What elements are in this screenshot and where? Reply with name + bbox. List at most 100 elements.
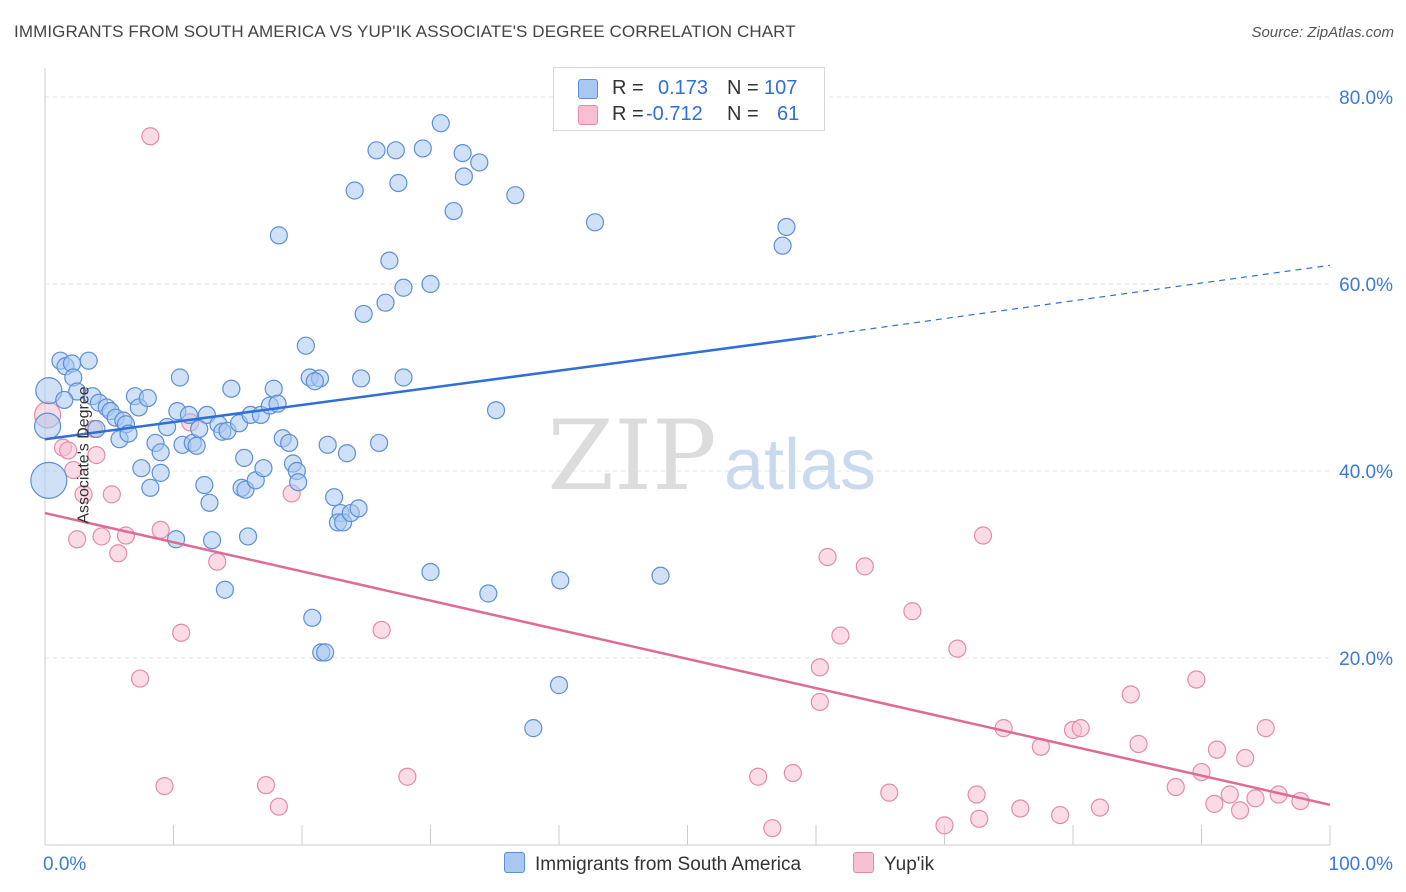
legend-n-label: N = xyxy=(727,77,759,99)
bottom-legend-swatch-blue xyxy=(504,852,525,873)
south-america-point xyxy=(454,167,474,186)
south-america-point xyxy=(316,643,335,662)
x-tick-label: 100.0% xyxy=(1329,854,1394,875)
south-america-point xyxy=(35,376,63,405)
south-america-point xyxy=(187,436,206,455)
south-america-point xyxy=(55,390,74,410)
south-america-point xyxy=(524,719,543,738)
south-america-point xyxy=(585,213,605,232)
stats-legend: R = 0.173 N = 107 R = -0.712 N = 61 xyxy=(553,67,825,131)
yupik-point xyxy=(1071,719,1090,738)
south-america-trend-line xyxy=(44,335,817,441)
south-america-point xyxy=(264,379,283,398)
yupik-point xyxy=(1205,794,1224,813)
yupik-point xyxy=(59,441,78,460)
south-america-point xyxy=(79,351,98,370)
south-america-point xyxy=(190,419,209,439)
south-america-point xyxy=(376,293,395,312)
south-america-point xyxy=(470,153,489,172)
yupik-point xyxy=(749,767,768,786)
yupik-point xyxy=(1246,789,1265,808)
south-america-point xyxy=(200,493,219,512)
yupik-point xyxy=(87,446,106,465)
y-tick-label: 80.0% xyxy=(1339,88,1393,109)
south-america-point xyxy=(254,459,273,478)
yupik-point xyxy=(1256,719,1275,738)
bottom-legend-swatch-pink xyxy=(853,852,874,873)
south-america-point xyxy=(349,499,368,518)
south-america-point xyxy=(289,473,308,492)
yupik-point xyxy=(783,763,802,783)
yupik-point xyxy=(967,785,986,804)
bottom-legend-south-america: Immigrants from South America xyxy=(504,852,801,876)
yupik-point xyxy=(903,602,922,621)
south-america-point xyxy=(195,475,214,495)
bottom-legend-yupik: Yup'ik xyxy=(853,852,934,876)
bottom-legend-label: Yup'ik xyxy=(884,854,935,875)
south-america-point xyxy=(421,562,440,582)
yupik-point xyxy=(109,544,128,563)
south-america-point xyxy=(370,433,389,453)
yupik-point xyxy=(1291,791,1310,811)
yupik-point xyxy=(155,776,174,796)
yupik-point xyxy=(172,623,191,642)
yupik-point xyxy=(1090,798,1110,817)
legend-n-label: N = xyxy=(727,103,759,125)
yupik-point xyxy=(810,658,829,677)
yupik-point xyxy=(1129,734,1148,754)
south-america-point xyxy=(549,676,569,695)
yupik-point xyxy=(1051,805,1070,825)
yupik-point xyxy=(1207,740,1227,759)
yupik-point xyxy=(855,557,874,576)
south-america-point xyxy=(394,368,413,387)
yupik-point xyxy=(810,692,829,712)
south-america-point xyxy=(141,478,160,497)
south-america-point xyxy=(30,461,68,499)
source-label: Source: ZipAtlas.com xyxy=(1251,24,1394,41)
south-america-point xyxy=(238,527,258,546)
south-america-point xyxy=(345,181,364,200)
watermark: ZIP atlas xyxy=(547,400,876,512)
trend-lines xyxy=(44,264,1331,807)
south-america-point xyxy=(296,336,315,355)
south-america-point xyxy=(151,443,170,462)
y-tick-label: 20.0% xyxy=(1339,649,1393,670)
y-axis-label: Associate's Degree xyxy=(75,386,93,524)
south-america-point xyxy=(170,368,190,387)
yupik-point xyxy=(130,669,150,688)
legend-n-value: 61 xyxy=(777,103,800,125)
x-tick-label: 0.0% xyxy=(43,854,86,875)
yupik-point xyxy=(973,526,993,545)
yupik-point xyxy=(208,552,227,571)
yupik-point xyxy=(970,809,989,828)
south-america-point xyxy=(367,141,386,160)
south-america-point xyxy=(318,435,337,454)
chart-title: IMMIGRANTS FROM SOUTH AMERICA VS YUP'IK … xyxy=(14,22,796,41)
south-america-point xyxy=(506,186,525,205)
yupik-point xyxy=(68,530,87,549)
legend-row-yupik: R = -0.712 N = 61 xyxy=(554,103,824,129)
yupik-point xyxy=(141,127,160,146)
yupik-point xyxy=(880,783,899,802)
yupik-points xyxy=(33,127,1310,838)
legend-n-value: 107 xyxy=(764,77,798,99)
south-america-point xyxy=(280,433,299,453)
yupik-point xyxy=(1230,801,1250,820)
south-america-point xyxy=(380,251,399,270)
yupik-point xyxy=(398,767,417,786)
south-america-point xyxy=(486,401,506,420)
south-america-point xyxy=(222,379,241,398)
south-america-point xyxy=(303,608,322,627)
yupik-point xyxy=(269,797,288,816)
south-america-point xyxy=(269,226,288,245)
yupik-point xyxy=(64,460,83,480)
yupik-point xyxy=(1011,799,1030,818)
south-america-point xyxy=(305,372,324,391)
bottom-legend-label: Immigrants from South America xyxy=(535,854,802,875)
y-tick-label: 60.0% xyxy=(1339,275,1393,296)
south-america-point xyxy=(651,566,670,585)
yupik-point xyxy=(92,527,111,546)
south-america-point xyxy=(444,201,463,221)
tick-labels: 20.0% 40.0% 60.0% 80.0% 0.0% 100.0% xyxy=(43,88,1393,875)
yupik-point xyxy=(151,520,170,540)
